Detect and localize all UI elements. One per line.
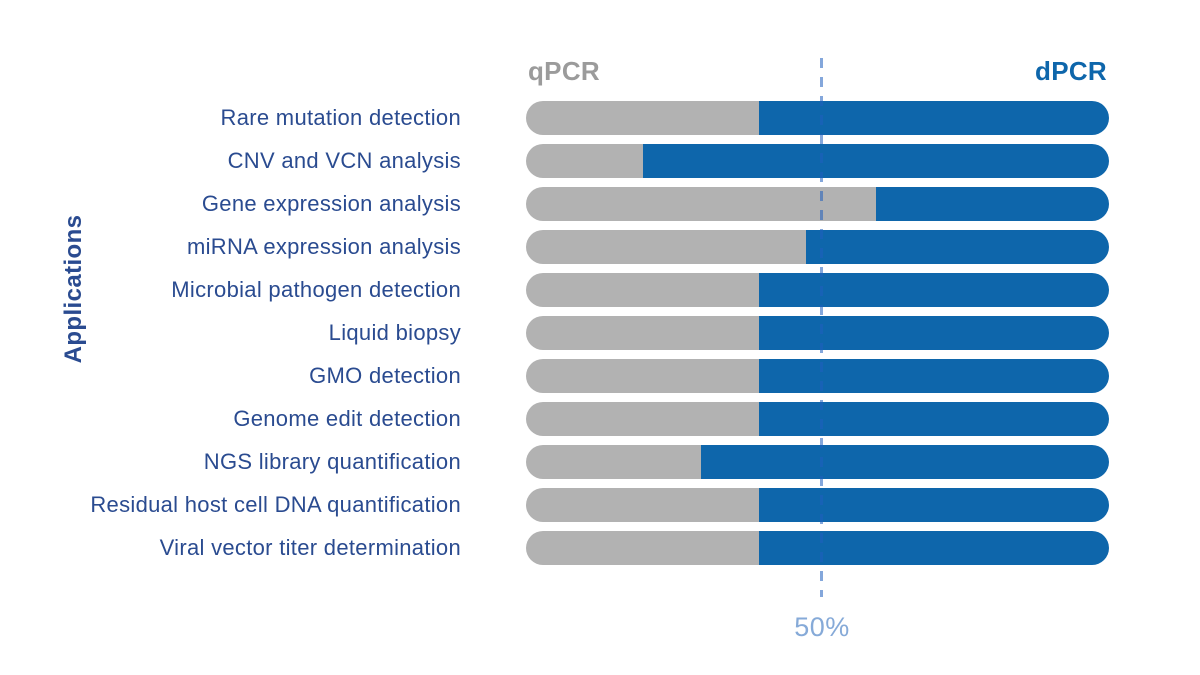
row-label: Gene expression analysis — [201, 191, 461, 216]
row-label: Rare mutation detection — [220, 105, 461, 130]
row-label: Genome edit detection — [233, 406, 461, 431]
bar-dpcr-segment — [700, 445, 1109, 479]
bar-track — [526, 230, 1109, 264]
reference-line-label: 50% — [794, 612, 850, 642]
bar-dpcr-segment — [642, 144, 1109, 178]
row-label: NGS library quantification — [203, 449, 461, 474]
bar-qpcr-segment — [526, 273, 760, 307]
bar-track — [526, 488, 1109, 522]
bar-track — [526, 144, 1109, 178]
bar-qpcr-segment — [526, 488, 760, 522]
bar-track — [526, 316, 1109, 350]
bar-dpcr-segment — [759, 273, 1109, 307]
bar-dpcr-segment — [759, 316, 1109, 350]
bar-qpcr-segment — [526, 316, 760, 350]
row-label: CNV and VCN analysis — [227, 148, 461, 173]
row-label: Residual host cell DNA quantification — [90, 492, 461, 517]
bar-dpcr-segment — [759, 488, 1109, 522]
bar-qpcr-segment — [526, 359, 760, 393]
bar-dpcr-segment — [805, 230, 1109, 264]
bar-qpcr-segment — [526, 187, 876, 221]
bar-dpcr-segment — [875, 187, 1109, 221]
bar-track — [526, 445, 1109, 479]
legend-header-row: qPCR dPCR — [526, 56, 1109, 86]
bar-qpcr-segment — [526, 230, 806, 264]
legend-dpcr-label: dPCR — [1035, 56, 1107, 86]
row-label: Viral vector titer determination — [159, 535, 461, 560]
bar-track — [526, 101, 1109, 135]
bar-qpcr-segment — [526, 445, 701, 479]
row-label: miRNA expression analysis — [186, 234, 461, 259]
bar-qpcr-segment — [526, 531, 760, 565]
bar-track — [526, 187, 1109, 221]
bar-track — [526, 359, 1109, 393]
bar-dpcr-segment — [759, 531, 1109, 565]
bar-dpcr-segment — [759, 402, 1109, 436]
bar-track — [526, 273, 1109, 307]
bar-track — [526, 531, 1109, 565]
bar-qpcr-segment — [526, 402, 760, 436]
row-label: Liquid biopsy — [328, 320, 461, 345]
row-label: Microbial pathogen detection — [171, 277, 461, 302]
bar-dpcr-segment — [759, 359, 1109, 393]
bar-dpcr-segment — [759, 101, 1109, 135]
row-label: GMO detection — [309, 363, 461, 388]
bar-track — [526, 402, 1109, 436]
bar-qpcr-segment — [526, 101, 760, 135]
reference-line-50pct — [820, 58, 823, 597]
legend-qpcr-label: qPCR — [528, 56, 600, 86]
bar-qpcr-segment — [526, 144, 643, 178]
